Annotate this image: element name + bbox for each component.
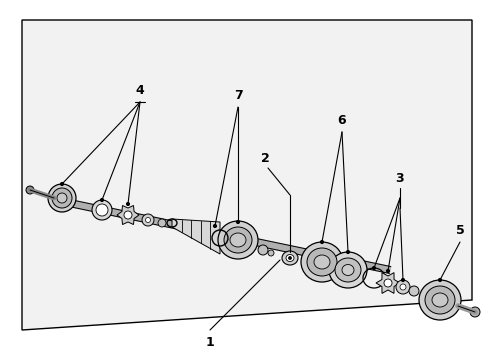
- Ellipse shape: [96, 204, 108, 216]
- Circle shape: [400, 284, 406, 290]
- Ellipse shape: [48, 184, 76, 212]
- Polygon shape: [22, 20, 472, 330]
- Text: 6: 6: [338, 113, 346, 126]
- Ellipse shape: [92, 200, 112, 220]
- Ellipse shape: [307, 248, 337, 276]
- Circle shape: [146, 217, 150, 222]
- Polygon shape: [172, 219, 220, 254]
- Circle shape: [387, 270, 390, 273]
- Circle shape: [320, 240, 323, 243]
- Circle shape: [258, 245, 268, 255]
- Text: 1: 1: [206, 336, 215, 348]
- Ellipse shape: [432, 293, 448, 307]
- Ellipse shape: [224, 227, 252, 253]
- Circle shape: [26, 186, 34, 194]
- Circle shape: [439, 279, 441, 282]
- Circle shape: [124, 211, 132, 219]
- Circle shape: [470, 307, 480, 317]
- Text: 7: 7: [234, 89, 243, 102]
- Text: 4: 4: [136, 84, 145, 96]
- Ellipse shape: [419, 280, 461, 320]
- Circle shape: [214, 225, 217, 228]
- Ellipse shape: [342, 265, 354, 275]
- Circle shape: [346, 251, 349, 253]
- Ellipse shape: [282, 251, 298, 265]
- Polygon shape: [117, 206, 139, 225]
- Circle shape: [158, 219, 166, 227]
- Circle shape: [268, 250, 274, 256]
- Ellipse shape: [301, 242, 343, 282]
- Circle shape: [60, 183, 64, 185]
- Circle shape: [237, 220, 240, 224]
- Circle shape: [100, 198, 103, 202]
- Text: 3: 3: [396, 171, 404, 185]
- Circle shape: [396, 280, 410, 294]
- Circle shape: [126, 202, 129, 206]
- Circle shape: [409, 286, 419, 296]
- Text: 5: 5: [456, 224, 465, 237]
- Ellipse shape: [314, 255, 330, 269]
- Ellipse shape: [57, 193, 67, 203]
- Circle shape: [401, 279, 405, 282]
- Circle shape: [289, 256, 292, 260]
- Circle shape: [142, 214, 154, 226]
- Ellipse shape: [425, 286, 455, 314]
- Ellipse shape: [335, 258, 361, 282]
- Circle shape: [384, 279, 392, 287]
- Polygon shape: [376, 273, 400, 293]
- Ellipse shape: [329, 252, 367, 288]
- Circle shape: [372, 266, 375, 270]
- Text: 2: 2: [261, 152, 270, 165]
- Ellipse shape: [218, 221, 258, 259]
- Ellipse shape: [52, 188, 72, 208]
- Polygon shape: [54, 197, 391, 274]
- Ellipse shape: [286, 255, 294, 261]
- Ellipse shape: [230, 233, 246, 247]
